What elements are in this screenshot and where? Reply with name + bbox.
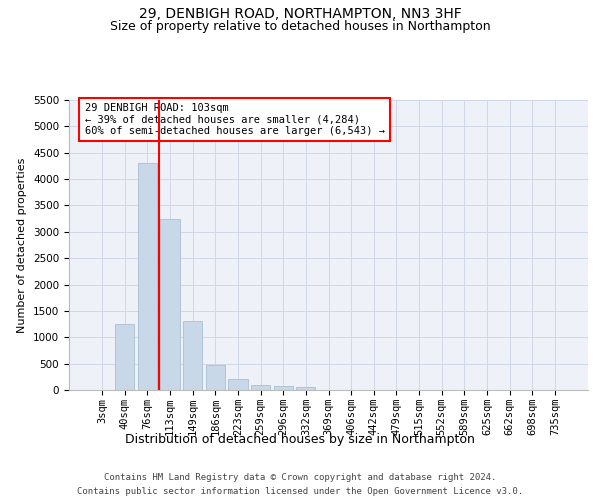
- Bar: [138, 164, 157, 390]
- Bar: [160, 218, 180, 390]
- Bar: [206, 365, 225, 390]
- Text: Size of property relative to detached houses in Northampton: Size of property relative to detached ho…: [110, 20, 490, 33]
- Y-axis label: Number of detached properties: Number of detached properties: [17, 158, 28, 332]
- Bar: [251, 384, 270, 390]
- Bar: [296, 387, 316, 390]
- Bar: [183, 322, 202, 390]
- Text: 29 DENBIGH ROAD: 103sqm
← 39% of detached houses are smaller (4,284)
60% of semi: 29 DENBIGH ROAD: 103sqm ← 39% of detache…: [85, 103, 385, 136]
- Text: 29, DENBIGH ROAD, NORTHAMPTON, NN3 3HF: 29, DENBIGH ROAD, NORTHAMPTON, NN3 3HF: [139, 8, 461, 22]
- Text: Contains HM Land Registry data © Crown copyright and database right 2024.: Contains HM Land Registry data © Crown c…: [104, 472, 496, 482]
- Bar: [115, 324, 134, 390]
- Bar: [229, 380, 248, 390]
- Text: Contains public sector information licensed under the Open Government Licence v3: Contains public sector information licen…: [77, 488, 523, 496]
- Bar: [274, 386, 293, 390]
- Text: Distribution of detached houses by size in Northampton: Distribution of detached houses by size …: [125, 432, 475, 446]
